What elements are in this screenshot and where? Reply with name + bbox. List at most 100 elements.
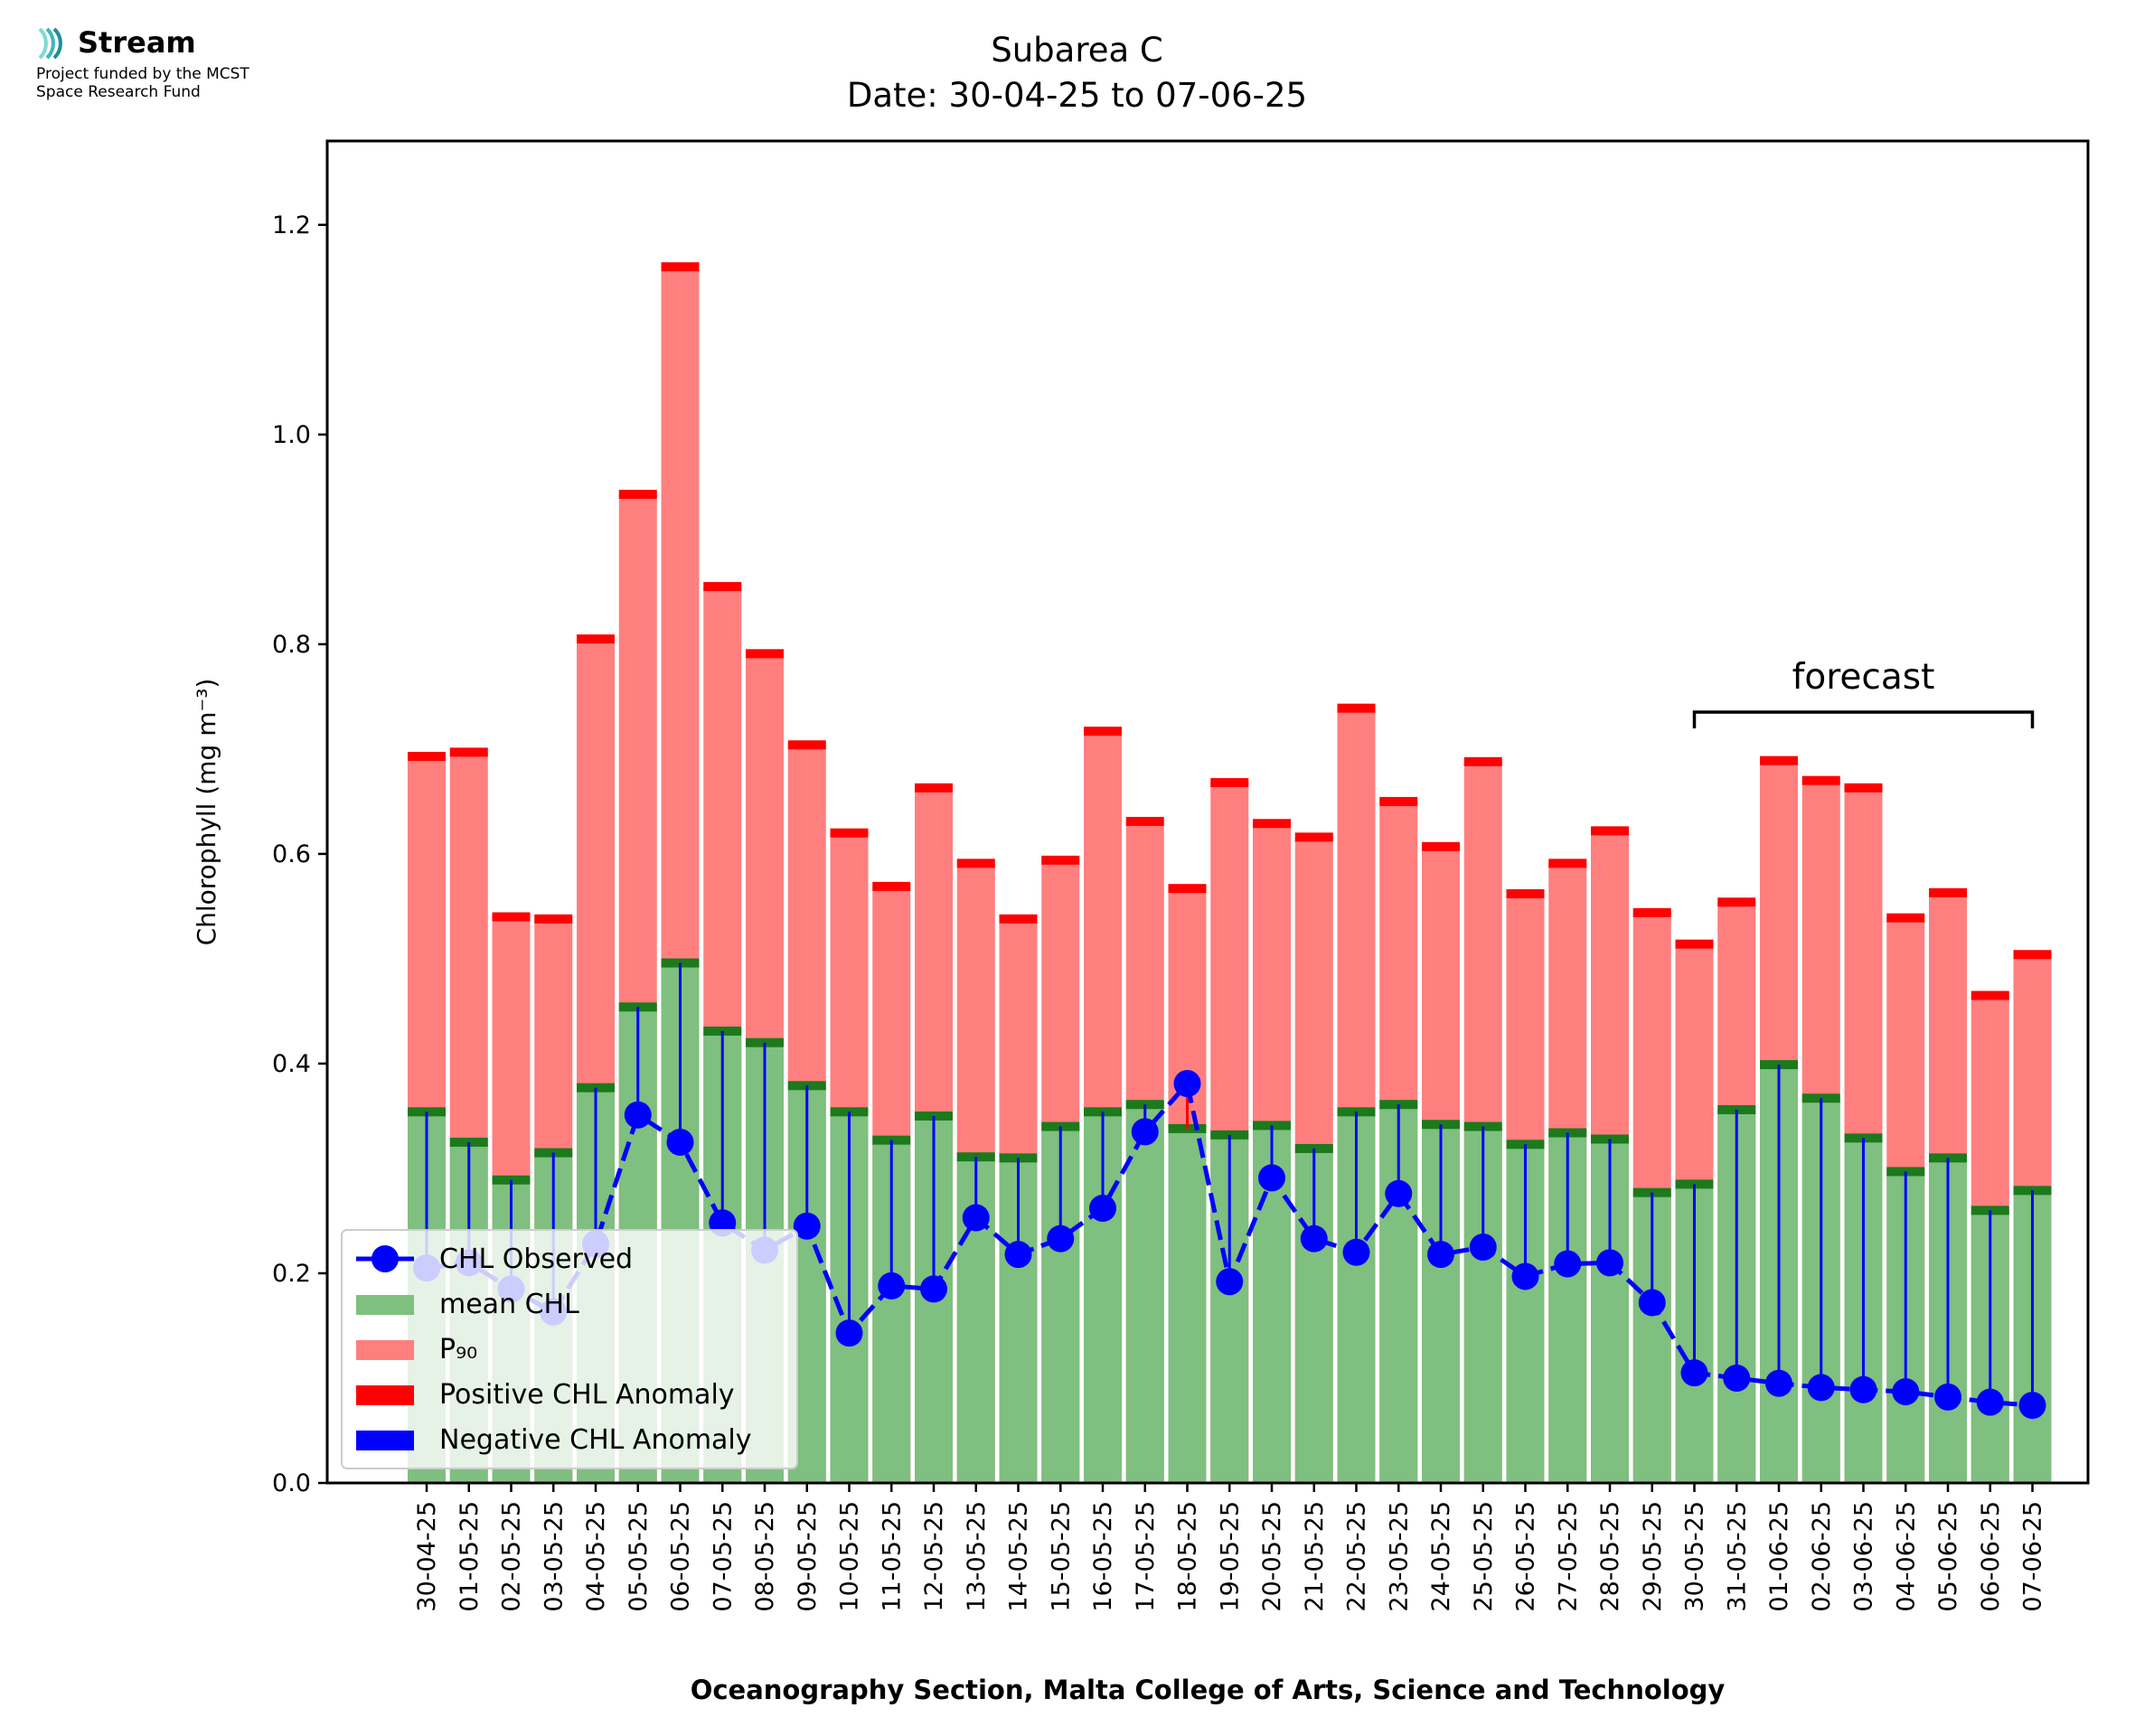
legend-swatch: [356, 1385, 414, 1405]
legend-swatch: [356, 1431, 414, 1450]
observed-point: [1638, 1289, 1666, 1317]
x-tick-label: 16-05-25: [1089, 1501, 1117, 1612]
observed-point: [1089, 1195, 1116, 1223]
y-tick-label: 0.2: [272, 1260, 311, 1288]
x-tick-label: 11-05-25: [878, 1501, 906, 1612]
x-tick-label: 15-05-25: [1047, 1501, 1075, 1612]
p90-cap: [830, 828, 869, 838]
x-tick-label: 01-06-25: [1765, 1501, 1793, 1612]
p90-cap: [1717, 897, 1756, 907]
x-tick-label: 10-05-25: [836, 1501, 864, 1612]
observed-point: [1342, 1238, 1370, 1266]
p90-cap: [1422, 841, 1460, 851]
x-tick-label: 05-05-25: [625, 1501, 653, 1612]
x-tick-label: 18-05-25: [1174, 1501, 1202, 1612]
x-tick-label: 31-05-25: [1723, 1501, 1751, 1612]
x-tick-label: 22-05-25: [1343, 1501, 1371, 1612]
x-tick-label: 03-05-25: [540, 1501, 568, 1612]
p90-cap: [577, 634, 615, 644]
p90-cap: [618, 489, 657, 499]
x-tick-label: 04-05-25: [582, 1501, 610, 1612]
x-tick-label: 13-05-25: [963, 1501, 991, 1612]
p90-cap: [746, 649, 784, 659]
x-ticks: 30-04-25 01-05-25 02-05-25 03-05-25 04-05-25…: [413, 1483, 2047, 1612]
legend-marker-observed: [372, 1245, 399, 1272]
p90-cap: [956, 859, 995, 868]
legend: CHL Observed mean CHL P₉₀ Positive CHL Anom…: [341, 1229, 798, 1469]
chart-title: Subarea C: [991, 31, 1163, 70]
p90-cap: [1337, 703, 1376, 713]
y-tick-label: 0.4: [272, 1050, 311, 1078]
x-tick-label: 03-06-25: [1850, 1501, 1878, 1612]
p90-cap: [1971, 990, 2009, 1000]
observed-point: [624, 1101, 652, 1129]
p90-cap: [1844, 783, 1883, 793]
observed-point: [1004, 1241, 1032, 1269]
observed-point: [1723, 1364, 1751, 1392]
observed-point: [1596, 1249, 1623, 1277]
x-tick-label: 07-06-25: [2019, 1501, 2047, 1612]
p90-cap: [534, 914, 573, 924]
p90-cap: [2013, 950, 2052, 960]
p90-cap: [1463, 756, 1502, 766]
x-tick-label: 26-05-25: [1512, 1501, 1540, 1612]
stream-waves-icon: [38, 27, 62, 60]
observed-point: [2018, 1392, 2046, 1420]
p90-cap: [1929, 887, 1967, 897]
p90-cap: [492, 912, 531, 922]
legend-swatch: [356, 1340, 414, 1360]
observed-point: [1554, 1250, 1582, 1278]
p90-cap: [1591, 826, 1629, 836]
x-axis-label: Oceanography Section, Malta College of A…: [691, 1675, 1726, 1705]
y-tick-label: 0.6: [272, 840, 311, 868]
y-ticks: 0.0 0.2 0.4 0.6 0.8 1.0 1.2: [272, 211, 327, 1497]
observed-point: [1216, 1268, 1244, 1296]
p90-cap: [661, 262, 700, 272]
observed-point: [1765, 1369, 1792, 1397]
observed-point: [962, 1204, 990, 1232]
observed-point: [1131, 1118, 1159, 1146]
observed-point: [1047, 1225, 1075, 1253]
x-tick-label: 06-05-25: [667, 1501, 695, 1612]
x-tick-label: 19-05-25: [1216, 1501, 1244, 1612]
chart-subtitle: Date: 30-04-25 to 07-06-25: [846, 76, 1308, 115]
p90-cap: [1886, 913, 1925, 923]
p90-cap: [999, 914, 1038, 924]
x-tick-label: 01-05-25: [456, 1501, 484, 1612]
legend-label: CHL Observed: [439, 1243, 633, 1275]
logo-name: Stream: [78, 25, 196, 60]
logo-subtitle-line2: Space Research Fund: [36, 83, 201, 101]
p90-cap: [703, 582, 742, 592]
observed-point: [793, 1212, 821, 1240]
x-tick-label: 04-06-25: [1892, 1501, 1920, 1612]
observed-point: [1934, 1383, 1961, 1411]
anomaly-group: [425, 962, 2034, 1406]
p90-cap: [1548, 859, 1587, 868]
x-tick-label: 28-05-25: [1596, 1501, 1624, 1612]
p90-cap: [1379, 796, 1418, 806]
x-tick-label: 25-05-25: [1470, 1501, 1498, 1612]
y-tick-label: 0.8: [272, 631, 311, 659]
p90-cap: [1506, 888, 1545, 898]
p90-cap: [408, 752, 446, 762]
legend-swatch: [356, 1295, 414, 1315]
observed-point: [1976, 1388, 2004, 1416]
x-tick-label: 06-06-25: [1977, 1501, 2005, 1612]
observed-point: [1892, 1378, 1920, 1406]
logo-subtitle: Project funded by the MCST Space Researc…: [36, 65, 249, 101]
x-tick-label: 30-04-25: [413, 1501, 441, 1612]
observed-point: [1258, 1164, 1285, 1192]
p90-cap: [1801, 775, 1840, 785]
p90-cap: [915, 783, 953, 793]
mean-bar: [1125, 1104, 1164, 1483]
observed-point: [1469, 1233, 1497, 1261]
observed-point: [1385, 1179, 1413, 1207]
forecast-bracket: [1692, 710, 2035, 728]
p90-cap: [1210, 778, 1249, 788]
observed-point: [1680, 1359, 1708, 1387]
p90-cap: [1632, 907, 1671, 917]
plot-frame: [325, 139, 2090, 1485]
x-tick-label: 05-06-25: [1934, 1501, 1962, 1612]
y-axis-label: Chlorophyll (mg m⁻³): [192, 679, 221, 946]
